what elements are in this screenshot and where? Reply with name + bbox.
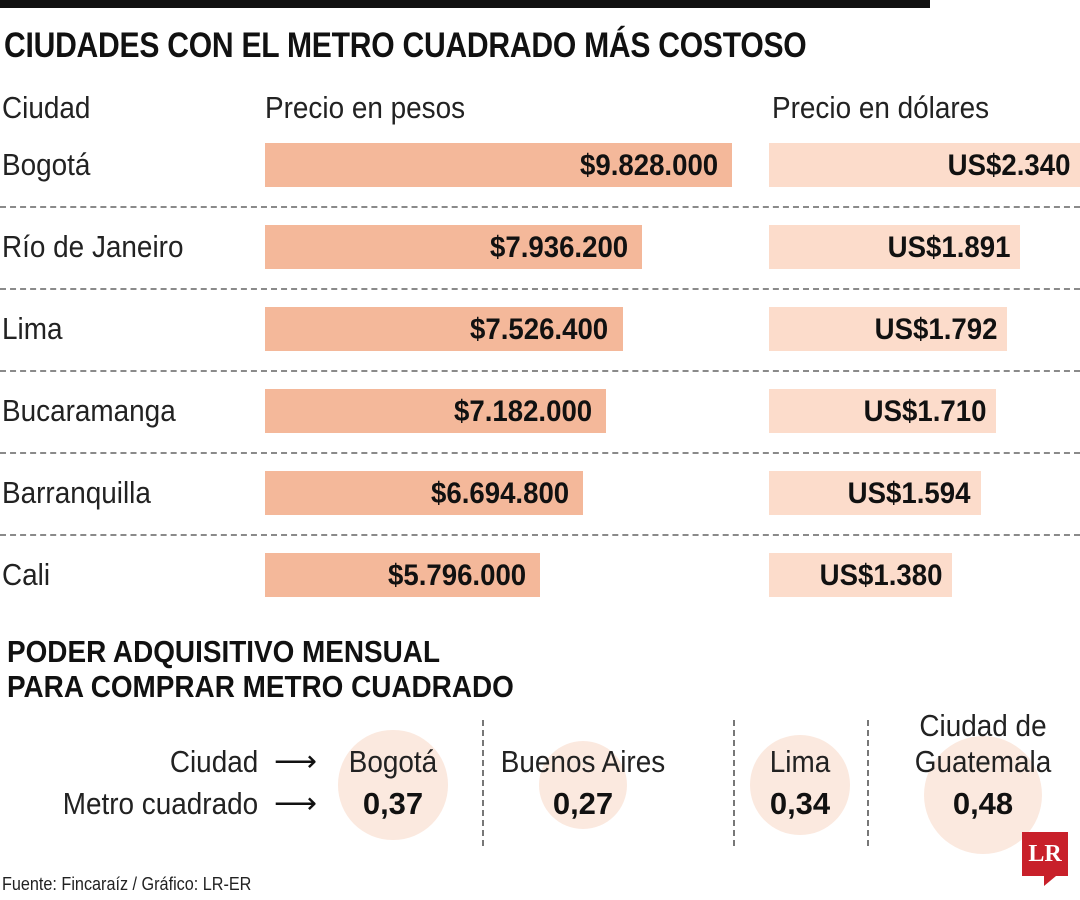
header-dollars: Precio en dólares [772, 90, 990, 125]
section-title-line2: PARA COMPRAR METRO CUADRADO [7, 669, 514, 704]
city-label: Barranquilla [2, 475, 151, 510]
bar-label-pesos: $5.796.000 [388, 559, 527, 592]
bar-pesos [265, 307, 623, 351]
bar-label-pesos: $6.694.800 [430, 477, 570, 510]
header-city: Ciudad [2, 90, 91, 125]
bar-dollars [769, 553, 953, 597]
header-pesos: Precio en pesos [265, 90, 466, 125]
city-label: Lima [2, 311, 63, 346]
row-separator [0, 534, 1080, 536]
section-title-line1: PODER ADQUISITIVO MENSUAL [7, 634, 440, 669]
lr-logo: LR [1022, 832, 1068, 876]
row-label-value: Metro cuadrado [62, 786, 258, 821]
chart-title: CIUDADES CON EL METRO CUADRADO MÁS COSTO… [4, 26, 807, 65]
bar-label-dollars: US$1.891 [887, 231, 1011, 264]
bar-label-dollars: US$1.710 [863, 395, 987, 428]
arrow-right-icon: ⟶ [274, 745, 318, 778]
divider [482, 720, 484, 846]
bubble-city: Ciudad de Guatemala [914, 708, 1052, 779]
bar-label-dollars: US$1.380 [819, 559, 943, 592]
city-label: Bucaramanga [2, 393, 176, 428]
bar-pesos [265, 471, 584, 515]
bar-label-dollars: US$1.594 [848, 477, 971, 510]
bubble-value: 0,27 [552, 786, 614, 821]
row-separator [0, 452, 1080, 454]
bar-pesos [265, 225, 643, 269]
bubble [338, 730, 448, 840]
bar-label-pesos: $7.182.000 [454, 395, 593, 428]
bubble-city: Bogotá [348, 744, 438, 779]
divider [867, 720, 869, 846]
bubble-city: Buenos Aires [500, 744, 666, 779]
bar-dollars [769, 389, 997, 433]
bar-dollars [769, 307, 1008, 351]
section-title: PODER ADQUISITIVO MENSUAL PARA COMPRAR M… [7, 634, 514, 704]
bar-label-pesos: $9.828.000 [579, 149, 718, 182]
divider [733, 720, 735, 846]
bubble-value: 0,34 [769, 786, 831, 821]
bar-label-pesos: $7.936.200 [489, 231, 629, 264]
city-label: Río de Janeiro [2, 229, 184, 264]
row-separator [0, 370, 1080, 372]
bar-pesos [265, 553, 541, 597]
bubble [750, 735, 850, 835]
bubble-city: Lima [769, 744, 831, 779]
lr-logo-tail [1044, 876, 1056, 886]
arrow-right-icon: ⟶ [274, 787, 318, 820]
bar-pesos [265, 389, 607, 433]
bar-label-dollars: US$1.792 [874, 313, 998, 346]
bar-dollars [769, 225, 1021, 269]
bar-dollars [769, 471, 981, 515]
bar-pesos [265, 143, 732, 187]
city-label: Bogotá [2, 147, 91, 182]
bubble-value: 0,48 [952, 786, 1014, 821]
row-separator [0, 206, 1080, 208]
source-note: Fuente: Fincaraíz / Gráfico: LR-ER [2, 874, 252, 894]
city-label: Cali [2, 557, 51, 592]
top-rule [0, 0, 930, 8]
row-separator [0, 288, 1080, 290]
row-label-city: Ciudad [169, 744, 258, 779]
bar-label-dollars: US$2.340 [947, 149, 1070, 182]
bubble-value: 0,37 [362, 786, 424, 821]
bar-dollars [769, 143, 1080, 187]
bubble [538, 740, 628, 830]
bar-label-pesos: $7.526.400 [470, 313, 609, 346]
